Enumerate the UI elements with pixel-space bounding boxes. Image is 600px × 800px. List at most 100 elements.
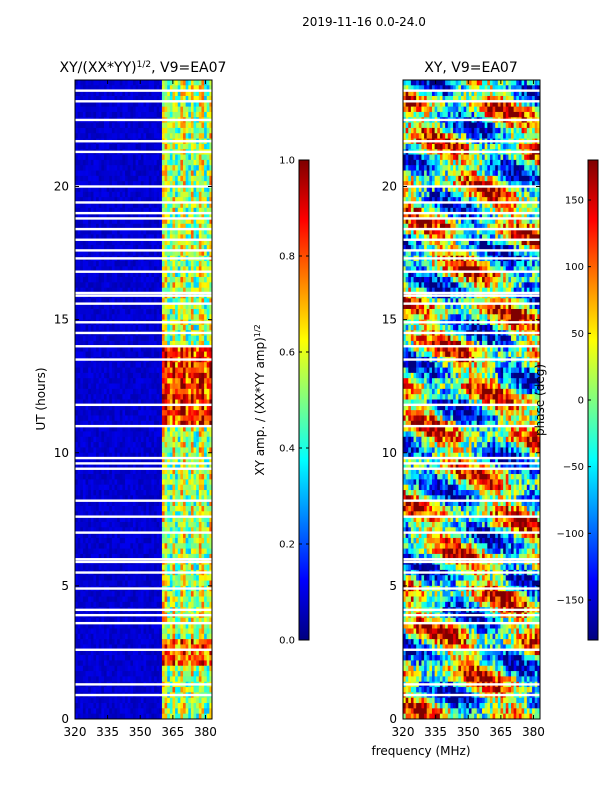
amplitude-cell bbox=[204, 553, 208, 560]
amplitude-cell bbox=[154, 287, 158, 294]
amplitude-cell bbox=[185, 351, 189, 358]
amplitude-cell bbox=[109, 521, 113, 528]
amplitude-cell bbox=[138, 106, 142, 113]
amplitude-cell bbox=[209, 261, 212, 267]
amplitude-cell bbox=[154, 527, 158, 534]
amplitude-cell bbox=[172, 197, 176, 204]
amplitude-cell bbox=[77, 388, 81, 395]
amplitude-cell bbox=[101, 271, 105, 278]
amplitude-cell bbox=[138, 537, 142, 544]
amplitude-cell bbox=[122, 436, 126, 443]
amplitude-cell bbox=[117, 303, 121, 310]
amplitude-cell bbox=[206, 271, 210, 278]
amplitude-cell bbox=[77, 516, 81, 523]
amplitude-cell bbox=[88, 122, 92, 129]
amplitude-cell bbox=[161, 458, 166, 464]
amplitude-cell bbox=[175, 506, 179, 512]
amplitude-cell bbox=[138, 426, 142, 433]
amplitude-cell bbox=[196, 516, 200, 523]
amplitude-cell bbox=[161, 521, 166, 528]
figure-title: 2019-11-16 0.0-24.0 bbox=[302, 15, 426, 29]
amplitude-cell bbox=[117, 154, 121, 161]
amplitude-cell bbox=[167, 245, 171, 251]
amplitude-cell bbox=[151, 404, 155, 411]
amplitude-cell bbox=[93, 277, 97, 283]
amplitude-cell bbox=[138, 367, 142, 374]
amplitude-cell bbox=[151, 197, 155, 204]
amplitude-cell bbox=[77, 468, 81, 475]
amplitude-cell bbox=[193, 127, 197, 134]
amplitude-cell bbox=[132, 191, 137, 198]
amplitude-cell bbox=[183, 234, 187, 241]
amplitude-cell bbox=[175, 351, 179, 358]
amplitude-cell bbox=[101, 474, 105, 480]
amplitude-cell bbox=[169, 80, 174, 86]
amplitude-cell bbox=[132, 372, 137, 379]
amplitude-cell bbox=[125, 378, 129, 385]
amplitude-cell bbox=[140, 111, 145, 118]
amplitude-cell bbox=[98, 191, 102, 198]
amplitude-cell bbox=[80, 506, 84, 512]
amplitude-cell bbox=[196, 90, 200, 97]
amplitude-cell bbox=[88, 303, 92, 310]
amplitude-cell bbox=[188, 458, 192, 464]
amplitude-cell bbox=[177, 143, 181, 150]
amplitude-cell bbox=[111, 159, 116, 166]
amplitude-cell bbox=[103, 378, 108, 385]
amplitude-cell bbox=[125, 245, 129, 251]
amplitude-cell bbox=[198, 479, 203, 486]
amplitude-cell bbox=[198, 431, 203, 438]
amplitude-cell bbox=[88, 442, 92, 449]
amplitude-cell bbox=[125, 95, 129, 102]
amplitude-cell bbox=[93, 511, 97, 518]
amplitude-cell bbox=[159, 431, 163, 438]
amplitude-cell bbox=[127, 165, 131, 172]
amplitude-cell bbox=[185, 170, 189, 177]
amplitude-cell bbox=[125, 298, 129, 305]
amplitude-cell bbox=[117, 495, 121, 502]
amplitude-cell bbox=[146, 447, 150, 454]
amplitude-cell bbox=[180, 122, 184, 129]
amplitude-cell bbox=[177, 516, 181, 523]
amplitude-cell bbox=[103, 250, 108, 257]
amplitude-cell bbox=[96, 410, 100, 417]
amplitude-cell bbox=[161, 474, 166, 480]
amplitude-cell bbox=[80, 351, 84, 358]
amplitude-cell bbox=[198, 362, 203, 369]
amplitude-cell bbox=[167, 580, 171, 587]
amplitude-cell bbox=[188, 484, 192, 491]
amplitude-cell bbox=[127, 484, 131, 491]
amplitude-cell bbox=[146, 372, 150, 379]
amplitude-cell bbox=[127, 543, 131, 550]
amplitude-cell bbox=[169, 266, 174, 273]
amplitude-cell bbox=[183, 229, 187, 236]
amplitude-cell bbox=[101, 85, 105, 92]
amplitude-cell bbox=[177, 575, 181, 582]
amplitude-cell bbox=[93, 85, 97, 92]
amplitude-cell bbox=[85, 372, 89, 379]
amplitude-cell bbox=[204, 580, 208, 587]
amplitude-cell bbox=[190, 564, 195, 571]
amplitude-cell bbox=[148, 426, 152, 433]
amplitude-cell bbox=[125, 404, 129, 411]
amplitude-cell bbox=[132, 564, 137, 571]
amplitude-cell bbox=[140, 378, 145, 385]
amplitude-cell bbox=[161, 250, 166, 257]
amplitude-cell bbox=[143, 420, 147, 427]
amplitude-cell bbox=[132, 197, 137, 204]
amplitude-cell bbox=[154, 388, 158, 395]
amplitude-cell bbox=[148, 372, 152, 379]
amplitude-cell bbox=[114, 468, 118, 475]
amplitude-cell bbox=[130, 127, 134, 134]
amplitude-cell bbox=[196, 165, 200, 172]
amplitude-cell bbox=[188, 85, 192, 92]
amplitude-cell bbox=[148, 213, 152, 220]
amplitude-cell bbox=[109, 527, 113, 534]
amplitude-cell bbox=[209, 181, 212, 188]
amplitude-cell bbox=[198, 335, 203, 342]
amplitude-cell bbox=[125, 479, 129, 486]
amplitude-cell bbox=[154, 404, 158, 411]
amplitude-cell bbox=[196, 436, 200, 443]
amplitude-cell bbox=[88, 202, 92, 209]
amplitude-cell bbox=[188, 521, 192, 528]
